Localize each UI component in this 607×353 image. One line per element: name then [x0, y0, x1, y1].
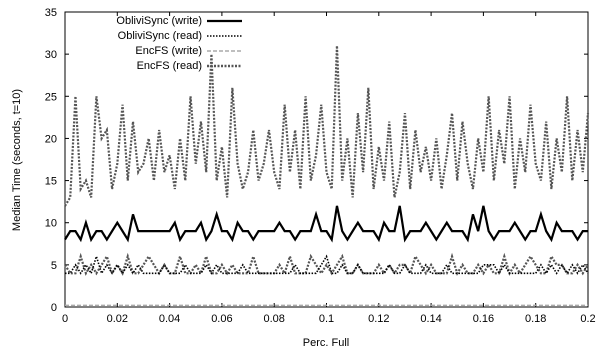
x-axis-ticks: 0 0.02 0.04 0.06 0.08 0.1 0.12 0.14 0.16 0.18 0.2: [62, 12, 596, 325]
legend-label-obliviSync-read: ObliviSync (read): [118, 30, 202, 42]
x-tick-label: 0.2: [580, 313, 595, 325]
x-axis-title: Perc. Full: [303, 337, 349, 349]
legend-label-encfs-write: EncFS (write): [135, 45, 202, 57]
legend-label-obliviSync-write: ObliviSync (write): [116, 15, 202, 27]
x-tick-label: 0.08: [263, 313, 284, 325]
series-line-1: [65, 253, 589, 276]
y-tick-label: 5: [51, 260, 57, 272]
x-tick-label: 0.16: [473, 313, 494, 325]
y-tick-label: 20: [45, 133, 57, 145]
x-tick-label: 0.1: [319, 313, 334, 325]
series-lines: [64, 45, 590, 307]
series-line-4: [64, 45, 590, 207]
y-axis-ticks: 0 5 10 15 20 25 30 35: [45, 7, 588, 314]
legend-label-encfs-read: EncFS (read): [137, 60, 202, 72]
x-tick-label: 0: [62, 313, 68, 325]
x-tick-label: 0.04: [159, 313, 180, 325]
y-tick-label: 15: [45, 176, 57, 188]
y-tick-label: 35: [45, 7, 57, 19]
y-tick-label: 30: [45, 49, 57, 61]
series-line-0: [64, 205, 588, 243]
x-tick-label: 0.14: [420, 313, 441, 325]
legend: ObliviSync (write) ObliviSync (read) Enc…: [116, 15, 242, 72]
y-tick-label: 10: [45, 218, 57, 230]
y-tick-label: 0: [51, 302, 57, 314]
x-tick-label: 0.18: [525, 313, 546, 325]
x-tick-label: 0.06: [211, 313, 232, 325]
y-tick-label: 25: [45, 91, 57, 103]
x-tick-label: 0.12: [368, 313, 389, 325]
series-line-3: [64, 252, 589, 276]
x-tick-label: 0.02: [107, 313, 128, 325]
y-axis-title: Median Time (seconds, t=10): [11, 89, 23, 231]
